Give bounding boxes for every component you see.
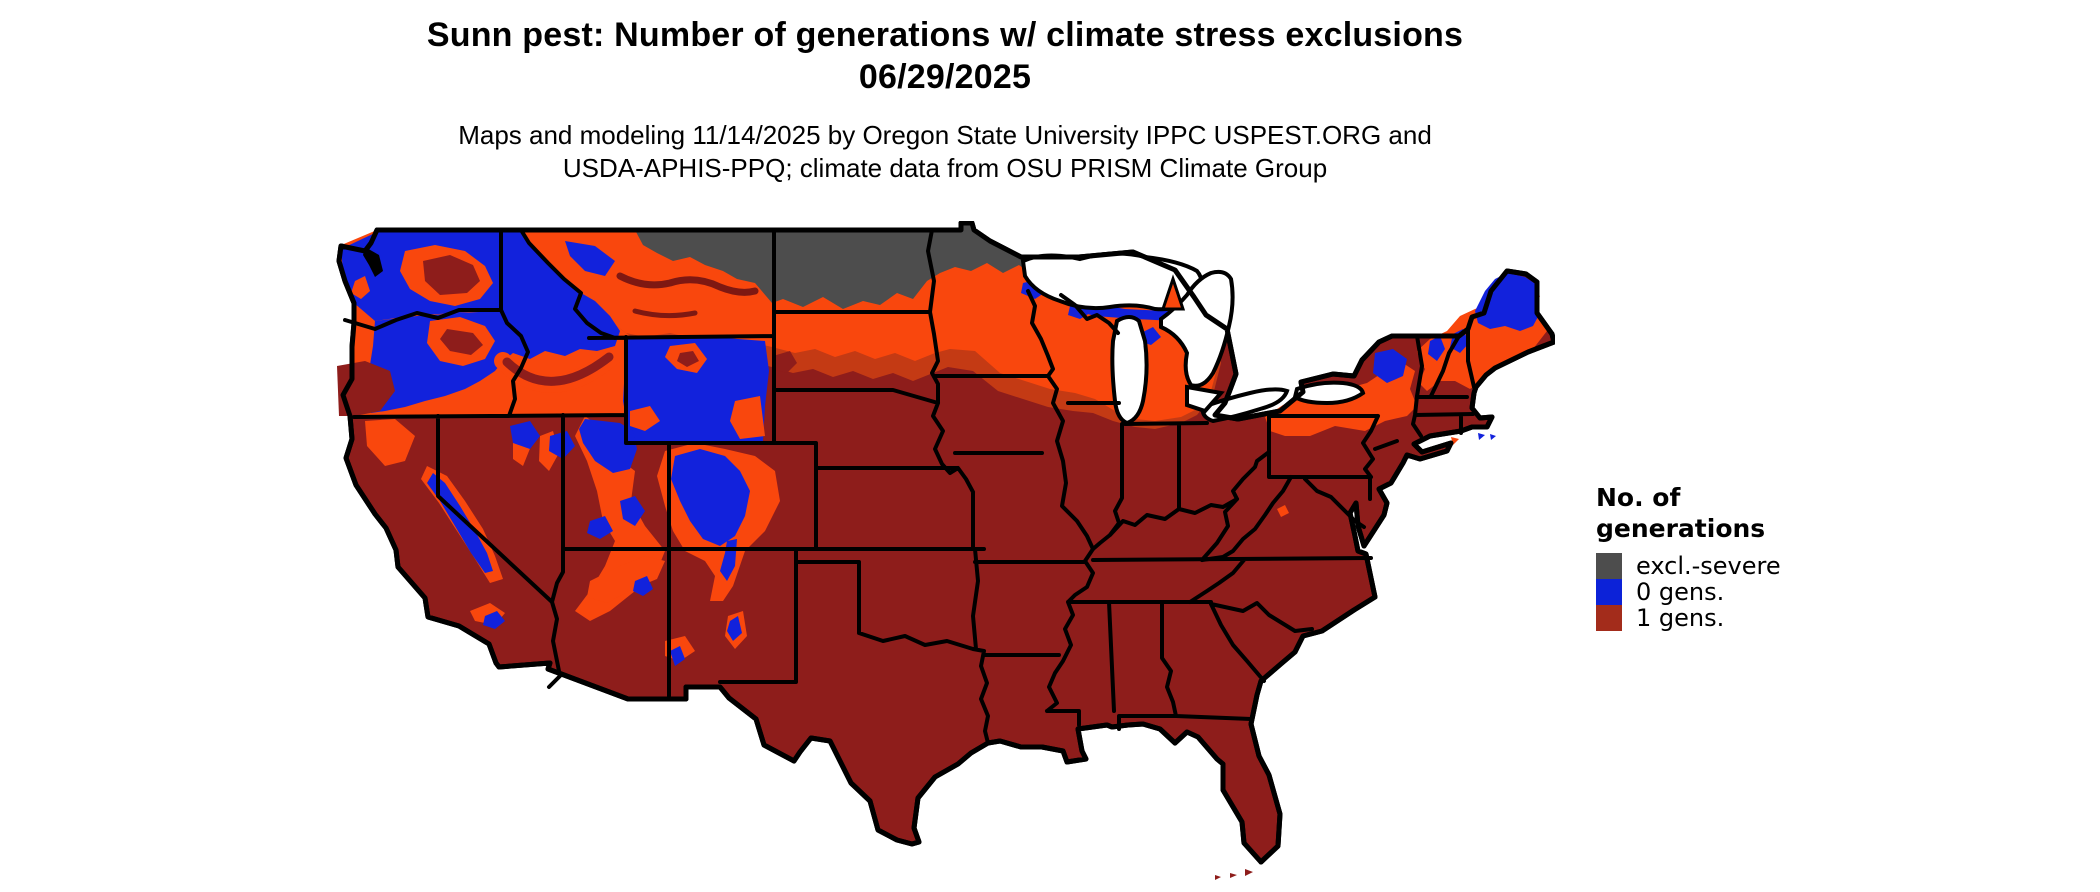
legend-swatch-1-gens [1596, 605, 1622, 631]
legend-swatch-excl-severe [1596, 553, 1622, 579]
figure-subtitle-line1: Maps and modeling 11/14/2025 by Oregon S… [458, 120, 1432, 150]
lake-ontario [1292, 380, 1366, 406]
us-map-svg [336, 220, 1557, 880]
lake-huron [1159, 269, 1235, 388]
legend-label-excl-severe: excl.-severe [1636, 552, 1781, 580]
map-layer-warm-accents [337, 245, 797, 439]
legend-label-1-gens: 1 gens. [1636, 604, 1725, 632]
legend-title-line2: generations [1596, 514, 1766, 543]
ontario-peninsula [1185, 384, 1225, 414]
figure-subtitle: Maps and modeling 11/14/2025 by Oregon S… [335, 119, 1555, 185]
keweenaw-peninsula [1160, 274, 1186, 311]
map-legend: No. of generations excl.-severe 0 gens. … [1596, 482, 1856, 632]
legend-item-0-gens: 0 gens. [1596, 578, 1856, 606]
lake-michigan [1110, 315, 1149, 426]
figure-title: Sunn pest: Number of generations w/ clim… [335, 14, 1555, 98]
legend-title-line1: No. of [1596, 483, 1681, 512]
legend-swatch-0-gens [1596, 579, 1622, 605]
us-generations-map [335, 220, 1557, 886]
map-layer-state-borders [343, 228, 1476, 745]
figure-subtitle-line2: USDA-APHIS-PPQ; climate data from OSU PR… [562, 153, 1328, 183]
lake-erie [1200, 387, 1290, 424]
map-layer-excluded-severe [635, 223, 1079, 309]
map-layer-great-lakes [1020, 251, 1366, 426]
figure-title-line1: Sunn pest: Number of generations w/ clim… [426, 16, 1464, 54]
legend-title: No. of generations [1596, 482, 1856, 544]
legend-item-excl-severe: excl.-severe [1596, 552, 1856, 580]
figure-title-date: 06/29/2025 [858, 58, 1032, 96]
legend-item-1-gens: 1 gens. [1596, 604, 1856, 632]
legend-label-0-gens: 0 gens. [1636, 578, 1725, 606]
